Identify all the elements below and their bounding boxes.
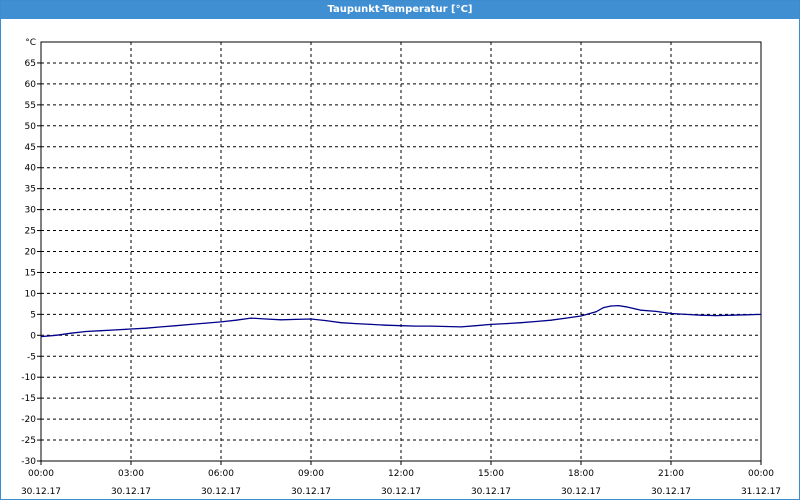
data-point	[310, 318, 312, 320]
series-group	[40, 304, 762, 338]
data-point	[280, 319, 282, 321]
x-tick-time-label: 15:00	[478, 469, 504, 479]
grid	[37, 42, 762, 465]
y-tick-label: -10	[21, 373, 36, 383]
x-axis-ticks: 00:00 30.12.17 03:00 30.12.17 06:00 30.12.17 0…	[21, 469, 781, 497]
data-point	[250, 317, 252, 319]
data-point	[400, 325, 402, 327]
y-tick-label: -5	[27, 352, 36, 362]
data-point	[385, 324, 387, 326]
data-point	[520, 322, 522, 324]
data-point	[70, 332, 72, 334]
data-point	[460, 326, 462, 328]
x-tick-time-label: 09:00	[298, 469, 324, 479]
x-tick-time-label: 06:00	[208, 469, 234, 479]
y-tick-label: 20	[25, 248, 37, 258]
data-point	[55, 334, 57, 336]
y-tick-label: 30	[25, 206, 37, 216]
y-tick-label: -30	[21, 457, 36, 467]
y-axis-ticks: 65605550454035302520151050-5-10-15-20-25…	[21, 59, 36, 467]
data-point	[220, 321, 222, 323]
data-point	[190, 323, 192, 326]
data-point	[730, 314, 732, 316]
data-point	[235, 319, 237, 321]
data-point	[685, 313, 687, 315]
x-tick-time-label: 00:00	[28, 469, 54, 479]
data-point	[265, 318, 267, 320]
data-point	[490, 323, 492, 326]
data-point	[550, 319, 552, 321]
data-point	[325, 320, 327, 322]
x-tick-time-label: 21:00	[658, 469, 684, 479]
x-tick-date-label: 30.12.17	[111, 487, 151, 497]
y-tick-label: 55	[25, 101, 36, 111]
data-point	[565, 317, 567, 319]
y-tick-label: 65	[25, 59, 36, 69]
axes	[40, 41, 762, 462]
data-point	[505, 322, 507, 325]
data-point	[445, 325, 447, 328]
x-tick-time-label: 18:00	[568, 469, 594, 479]
data-point	[175, 325, 177, 327]
y-tick-label: -20	[21, 415, 36, 425]
y-tick-label: -25	[21, 436, 36, 446]
x-tick-date-label: 30.12.17	[291, 487, 331, 497]
x-tick-date-label: 31.12.17	[741, 487, 781, 497]
y-tick-label: 25	[25, 227, 36, 237]
chart-title: Taupunkt-Temperatur [°C]	[1, 1, 799, 19]
y-tick-label: 10	[25, 289, 37, 299]
data-point	[295, 318, 297, 320]
y-tick-label: 35	[25, 185, 36, 195]
y-axis-unit-label: °C	[25, 38, 36, 48]
data-point	[617, 304, 620, 307]
x-tick-time-label: 03:00	[118, 469, 144, 479]
data-point	[655, 310, 657, 313]
data-point	[100, 330, 102, 332]
x-tick-time-label: 00:00	[748, 469, 774, 479]
y-tick-label: 50	[25, 122, 37, 132]
data-point	[595, 311, 597, 313]
y-tick-label: 5	[30, 310, 36, 320]
x-tick-date-label: 30.12.17	[651, 487, 691, 497]
data-point	[160, 326, 162, 328]
y-tick-label: -15	[21, 394, 36, 404]
y-tick-label: 40	[25, 164, 37, 174]
data-point	[415, 325, 417, 327]
x-tick-date-label: 30.12.17	[21, 487, 61, 497]
data-point	[715, 315, 717, 317]
y-tick-label: 45	[25, 143, 36, 153]
data-point	[115, 329, 117, 331]
data-point	[625, 306, 627, 308]
data-point	[602, 307, 605, 309]
plot-frame	[40, 41, 762, 462]
chart-area: 65605550454035302520151050-5-10-15-20-25…	[21, 38, 781, 497]
x-tick-date-label: 30.12.17	[471, 487, 511, 497]
data-point	[430, 325, 432, 327]
data-point	[745, 314, 747, 316]
data-point	[355, 322, 357, 325]
data-point	[535, 320, 537, 323]
data-point	[205, 322, 207, 324]
x-tick-date-label: 30.12.17	[381, 487, 421, 497]
x-tick-date-label: 30.12.17	[201, 487, 241, 497]
data-point	[340, 322, 342, 324]
data-point	[670, 312, 672, 315]
data-point	[700, 314, 702, 316]
data-point	[85, 330, 87, 333]
data-point	[610, 305, 612, 307]
y-tick-label: 15	[25, 268, 36, 278]
data-point	[40, 335, 42, 338]
data-point	[760, 313, 762, 315]
data-point	[370, 323, 372, 326]
data-point	[580, 315, 582, 317]
x-tick-date-label: 30.12.17	[561, 487, 601, 497]
data-point	[145, 327, 147, 329]
y-tick-label: 0	[30, 331, 36, 341]
x-tick-time-label: 12:00	[388, 469, 414, 479]
data-point	[130, 328, 132, 330]
data-point	[475, 325, 477, 327]
data-point	[640, 309, 642, 311]
y-tick-label: 60	[25, 80, 37, 90]
